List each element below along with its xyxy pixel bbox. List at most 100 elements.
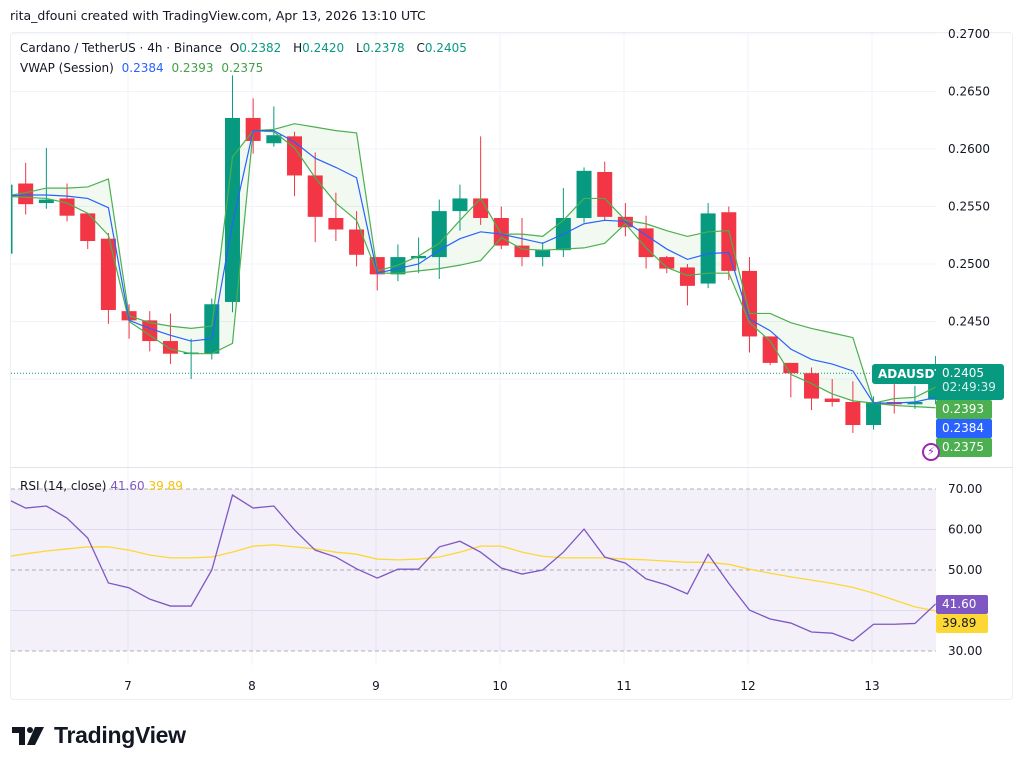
candle-down — [679, 264, 695, 306]
candle-body — [452, 198, 468, 212]
rsi-level-lines — [11, 488, 936, 652]
candle-body — [762, 336, 778, 363]
chart-frame — [10, 32, 1013, 700]
candle-body — [783, 362, 799, 374]
vwap-band-fill — [11, 123, 936, 408]
candle-down — [328, 192, 344, 241]
candle-down — [741, 257, 757, 353]
symbol-title: Cardano / TetherUS · 4h · Binance — [20, 41, 222, 55]
rsi-pane[interactable] — [5, 494, 936, 642]
candle-body — [307, 175, 323, 217]
symbol-legend[interactable]: Cardano / TetherUS · 4h · Binance O0.238… — [20, 41, 475, 55]
time-tick-label: 13 — [864, 679, 879, 693]
candle-body — [473, 198, 489, 218]
price-axis[interactable]: 0.2700 0.2650 0.2600 0.2550 0.2500 0.2450 — [948, 27, 990, 329]
candle-body — [928, 373, 936, 400]
vwap-upper-tag: 0.2393 — [936, 400, 992, 419]
vwap-value: 0.2384 — [121, 61, 164, 75]
time-tick-label: 11 — [616, 679, 631, 693]
price-pane[interactable] — [0, 75, 943, 434]
low-label: L — [355, 41, 363, 55]
rsi-ma-tag: 39.89 — [936, 614, 988, 633]
rsi-ma-line — [11, 544, 936, 612]
rsi-tick-label: 50.00 — [948, 563, 982, 577]
vwap-legend[interactable]: VWAP (Session) 0.2384 0.2393 0.2375 — [20, 61, 267, 75]
candle-body — [866, 402, 882, 425]
candle-body — [142, 320, 158, 342]
grid-lines — [11, 33, 936, 665]
tradingview-logo-text: TradingView — [54, 722, 186, 748]
candle-body — [328, 218, 344, 230]
candle-body — [224, 117, 240, 302]
candle-body — [18, 183, 34, 205]
candle-body — [721, 212, 737, 271]
vwap-lower-band-line — [11, 129, 936, 409]
candle-body — [80, 213, 96, 241]
rsi-tag: 41.60 — [936, 595, 988, 614]
candle-up — [535, 242, 551, 267]
candle-down — [307, 152, 323, 243]
candle-body — [287, 136, 303, 176]
rsi-axis[interactable]: 70.00 60.00 50.00 30.00 — [948, 482, 982, 658]
candle-body — [804, 373, 820, 399]
tradingview-logo-icon — [12, 726, 44, 745]
candle-down — [287, 131, 303, 197]
candle-body — [824, 398, 840, 402]
candle-up — [555, 188, 571, 258]
close-label: C — [416, 41, 425, 55]
vwap-upper-band-line — [11, 123, 936, 404]
candle-body — [514, 245, 530, 258]
candle-down — [80, 213, 96, 250]
candle-down — [514, 218, 530, 267]
candle-body — [907, 402, 923, 405]
candle-down — [804, 367, 820, 411]
candle-up — [452, 184, 468, 231]
candle-body — [38, 199, 54, 204]
candle-down — [493, 206, 509, 250]
time-tick-label: 9 — [372, 679, 380, 693]
candle-down — [783, 362, 799, 398]
last-price-tag: 0.2405 02:49:39 — [936, 364, 1004, 400]
vwap-upper-value: 0.2393 — [171, 61, 214, 75]
time-axis[interactable]: 7 8 9 10 11 12 13 — [124, 679, 879, 693]
rsi-tick-label: 70.00 — [948, 482, 982, 496]
candle-body — [59, 198, 75, 216]
chart-credit: rita_dfouni created with TradingView.com… — [10, 8, 426, 23]
candle-body — [411, 255, 427, 259]
vwap-title: VWAP (Session) — [20, 61, 114, 75]
candle-body — [679, 267, 695, 286]
candle-body — [100, 238, 116, 310]
last-price-value: 0.2405 — [942, 366, 984, 380]
rsi-title: RSI (14, close) — [20, 479, 107, 493]
candle-up — [224, 75, 240, 313]
time-tick-label: 12 — [740, 679, 755, 693]
close-value: 0.2405 — [424, 41, 467, 55]
price-tick-label: 0.2600 — [948, 142, 990, 156]
candle-down — [473, 136, 489, 225]
low-value: 0.2378 — [362, 41, 405, 55]
price-tick-label: 0.2500 — [948, 257, 990, 271]
high-label: H — [293, 41, 303, 55]
candle-down — [845, 381, 861, 434]
bar-countdown: 02:49:39 — [942, 380, 996, 394]
candle-down — [597, 161, 613, 221]
candle-body — [700, 213, 716, 284]
candle-body — [659, 257, 675, 269]
open-value: 0.2382 — [239, 41, 282, 55]
vwap-line — [11, 130, 936, 404]
rsi-legend[interactable]: RSI (14, close) 41.60 39.89 — [20, 479, 183, 493]
candle-body — [638, 228, 654, 258]
candle-down — [18, 162, 34, 215]
symbol-price-tag: ADAUSDT — [872, 364, 943, 384]
tradingview-logo[interactable]: TradingView — [12, 722, 186, 749]
candle-body — [162, 341, 178, 354]
lightning-icon[interactable]: ⚡ — [922, 443, 940, 461]
candle-body — [845, 402, 861, 425]
open-label: O — [229, 41, 240, 55]
candle-down — [100, 232, 116, 324]
time-tick-label: 10 — [492, 679, 507, 693]
rsi-value: 41.60 — [110, 479, 145, 493]
rsi-tick-label: 60.00 — [948, 523, 982, 537]
candle-body — [266, 135, 282, 144]
